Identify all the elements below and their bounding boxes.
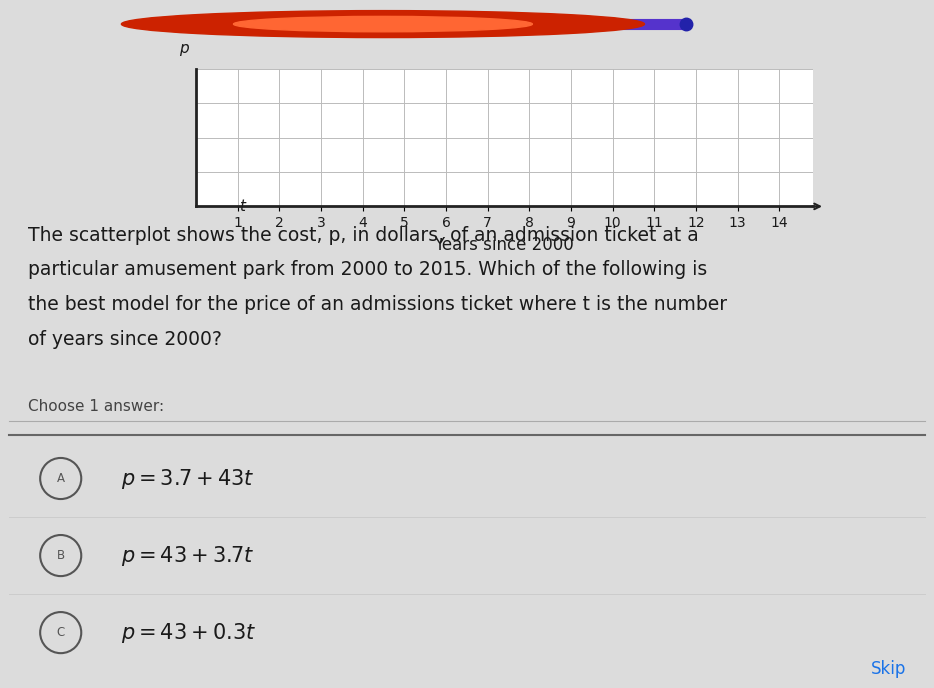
Text: Choose 1 answer:: Choose 1 answer: <box>28 399 164 414</box>
Text: ▶: ▶ <box>537 18 546 30</box>
Text: $p = 43 + 3.7t$: $p = 43 + 3.7t$ <box>121 544 255 568</box>
Circle shape <box>121 10 644 38</box>
Text: the best model for the price of an admissions ticket where t is the number: the best model for the price of an admis… <box>28 295 728 314</box>
Text: 2 streak: 2 streak <box>425 15 493 33</box>
Text: $p = 3.7 + 43t$: $p = 3.7 + 43t$ <box>121 466 255 491</box>
Text: of years since 2000?: of years since 2000? <box>28 330 222 349</box>
Text: |: | <box>517 17 520 32</box>
X-axis label: Years since 2000: Years since 2000 <box>434 236 574 254</box>
Text: $p = 43 + 0.3t$: $p = 43 + 0.3t$ <box>121 621 257 645</box>
Text: B: B <box>57 549 64 562</box>
Text: A: A <box>57 472 64 485</box>
Text: $t$: $t$ <box>239 198 248 215</box>
Text: particular amusement park from 2000 to 2015. Which of the following is: particular amusement park from 2000 to 2… <box>28 260 707 279</box>
Text: $p$: $p$ <box>179 42 190 58</box>
Text: C: C <box>57 626 64 639</box>
Text: Skip: Skip <box>870 660 906 678</box>
Text: The scatterplot shows the cost, p, in dollars, of an admission ticket at a: The scatterplot shows the cost, p, in do… <box>28 226 699 245</box>
Circle shape <box>234 17 532 32</box>
